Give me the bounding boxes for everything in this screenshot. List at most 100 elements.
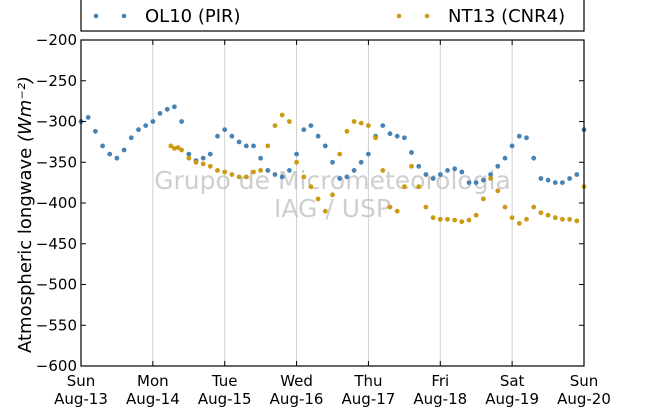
x-tick-label-day: Wed — [280, 372, 313, 390]
data-point — [545, 177, 551, 183]
data-point — [294, 159, 299, 165]
data-point — [430, 176, 436, 181]
y-tick-label: −500 — [36, 276, 77, 294]
data-point — [287, 168, 292, 173]
data-point — [531, 204, 537, 210]
data-point — [172, 146, 177, 151]
y-tick-label: −300 — [36, 113, 77, 131]
data-point — [509, 143, 515, 149]
data-point — [423, 172, 429, 177]
data-point — [445, 216, 450, 222]
data-point — [272, 172, 278, 177]
legend-marker-nt13 — [424, 13, 430, 19]
data-point — [452, 166, 458, 172]
y-tick-label: −450 — [36, 235, 77, 253]
data-point — [373, 135, 378, 141]
data-point — [136, 127, 141, 133]
data-point — [301, 127, 307, 133]
data-point — [128, 135, 134, 141]
data-point — [186, 151, 192, 157]
data-point — [423, 204, 429, 210]
data-point — [186, 155, 192, 161]
data-point — [164, 106, 170, 112]
data-point — [416, 184, 422, 190]
data-point — [502, 155, 508, 161]
x-tick-label-day: Sun — [67, 372, 96, 390]
data-point — [265, 143, 271, 149]
data-point — [258, 155, 263, 161]
x-axis: SunAug-13MonAug-14TueAug-15WedAug-16ThuA… — [54, 40, 611, 408]
data-point — [287, 119, 292, 124]
data-point — [157, 111, 163, 116]
data-point — [516, 133, 522, 139]
data-point — [567, 216, 572, 222]
x-tick-label-date: Aug-16 — [270, 390, 324, 408]
data-point — [279, 174, 285, 180]
data-point — [322, 208, 328, 214]
data-point — [215, 168, 220, 173]
data-point — [394, 133, 400, 139]
data-point — [545, 212, 551, 218]
data-point — [358, 120, 364, 126]
data-point — [473, 180, 479, 186]
data-point — [481, 196, 486, 202]
x-tick-label-date: Aug-17 — [342, 390, 396, 408]
data-point — [222, 127, 228, 133]
data-point — [150, 119, 156, 124]
watermark-line: IAG / USP — [274, 194, 391, 223]
data-point — [215, 133, 220, 139]
data-point — [387, 131, 393, 137]
data-point — [358, 159, 364, 165]
data-point — [466, 217, 472, 223]
data-point — [229, 172, 235, 177]
data-point — [294, 151, 299, 157]
legend-marker-ol10 — [93, 13, 99, 19]
data-point — [330, 159, 335, 165]
x-tick-label-day: Thu — [353, 372, 382, 390]
x-tick-label-date: Aug-15 — [198, 390, 252, 408]
data-point — [574, 218, 580, 224]
y-tick-label: −250 — [36, 72, 77, 90]
data-point — [222, 169, 228, 175]
series-1 — [168, 112, 587, 226]
legend: OL10 (PIR) NT13 (CNR4) — [80, 0, 585, 32]
x-tick-label-date: Aug-20 — [557, 390, 611, 408]
data-point — [574, 172, 580, 177]
data-point — [229, 133, 235, 139]
data-point — [416, 163, 422, 169]
y-axis-label: Atmospheric longwave (Wm⁻²) — [15, 76, 36, 353]
data-point — [488, 172, 493, 177]
data-point — [175, 145, 181, 151]
data-point — [272, 123, 278, 128]
legend-marker-nt13 — [396, 13, 402, 19]
data-point — [114, 155, 120, 161]
data-point — [308, 184, 314, 190]
y-tick-label: −200 — [36, 31, 77, 49]
data-point — [279, 112, 285, 118]
x-tick-label-day: Mon — [137, 372, 169, 390]
data-points — [78, 104, 587, 226]
data-point — [322, 143, 328, 149]
data-point — [330, 192, 335, 198]
data-point — [366, 123, 371, 128]
x-tick-label-date: Aug-13 — [54, 390, 108, 408]
data-point — [560, 216, 565, 222]
y-tick-label: −400 — [36, 194, 77, 212]
data-point — [524, 216, 529, 222]
data-point — [315, 196, 321, 202]
data-point — [179, 119, 185, 124]
data-point — [85, 115, 91, 120]
data-point — [258, 168, 263, 173]
data-point — [473, 212, 479, 218]
data-point — [409, 163, 414, 169]
data-point — [531, 155, 537, 161]
data-point — [251, 169, 256, 175]
data-point — [243, 174, 249, 180]
x-tick-label-day: Sat — [500, 372, 525, 390]
data-point — [236, 174, 242, 180]
y-tick-label: −600 — [36, 357, 77, 375]
y-tick-label: −350 — [36, 153, 77, 171]
data-point — [243, 143, 249, 149]
data-point — [179, 147, 185, 153]
legend-label-nt13: NT13 (CNR4) — [448, 6, 565, 27]
